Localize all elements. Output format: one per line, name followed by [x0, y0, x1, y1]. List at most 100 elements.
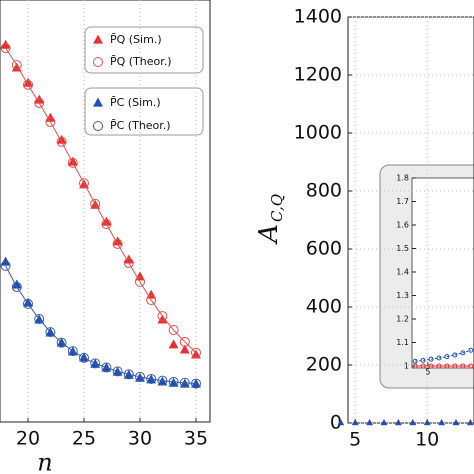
marker: [101, 219, 112, 230]
plot-frame: [0, 0, 211, 423]
legend-label: P̄Q (Sim.): [110, 33, 162, 46]
marker: [351, 419, 359, 426]
inset-axes: [411, 177, 474, 369]
marker: [168, 325, 179, 336]
marker: [135, 276, 145, 287]
marker: [146, 295, 157, 306]
marker: [101, 216, 112, 226]
marker: [0, 260, 11, 271]
legend-box: [84, 26, 204, 74]
x-tick-label: 5: [425, 368, 430, 377]
marker: [337, 419, 345, 426]
marker: [93, 121, 103, 131]
x-tick-label: 5: [349, 429, 361, 451]
y-tick-label: 1: [404, 362, 409, 371]
x-tick-label: 10: [415, 429, 439, 451]
marker: [146, 373, 157, 384]
marker: [366, 419, 373, 426]
y-tick-label: 1.8: [396, 174, 409, 183]
marker: [34, 94, 45, 104]
y-tick-label: 0: [330, 412, 342, 434]
y-tick-label: 600: [306, 238, 342, 260]
y-axis-label: A: [254, 224, 284, 245]
marker: [168, 376, 179, 387]
y-tick-label: 200: [306, 354, 342, 376]
marker: [179, 377, 190, 388]
marker: [0, 39, 11, 49]
marker: [23, 298, 33, 309]
legend-label: P̄Q (Theor.): [110, 55, 172, 68]
marker: [112, 236, 123, 246]
marker: [79, 352, 89, 363]
marker: [112, 366, 123, 377]
marker: [157, 311, 168, 322]
y-tick-label: 1.6: [396, 221, 409, 230]
marker: [79, 178, 89, 189]
y-axis-label: A C,Q: [254, 194, 286, 245]
marker: [468, 347, 474, 353]
marker: [11, 59, 22, 70]
marker: [23, 297, 33, 307]
marker: [191, 378, 201, 389]
y-tick-label: 1.1: [396, 338, 409, 347]
marker: [428, 363, 434, 369]
marker: [112, 238, 123, 249]
marker: [67, 156, 78, 166]
y-tick-label: 1200: [294, 64, 342, 86]
marker: [468, 363, 474, 369]
marker: [436, 355, 442, 361]
marker: [395, 419, 402, 426]
marker: [123, 369, 134, 380]
marker: [452, 363, 458, 369]
marker: [157, 314, 168, 324]
marker: [90, 198, 101, 209]
marker: [420, 363, 426, 369]
marker: [34, 314, 45, 325]
marker: [423, 419, 431, 426]
y-axis-label-sub: C,Q: [268, 194, 286, 222]
y-tick-label: 1.2: [396, 315, 409, 324]
y-tick-label: 800: [306, 180, 342, 202]
marker: [34, 97, 45, 108]
marker: [67, 157, 78, 168]
x-tick-label: 20: [16, 428, 40, 450]
marker: [460, 350, 466, 356]
marker: [420, 357, 426, 363]
marker: [45, 327, 56, 338]
x-axis-label: n: [37, 449, 52, 474]
marker: [436, 363, 442, 369]
marker: [179, 344, 190, 354]
marker: [452, 419, 460, 426]
marker: [191, 347, 201, 358]
marker: [428, 356, 434, 362]
marker: [56, 337, 67, 348]
y-tick-label: 1.3: [396, 291, 409, 300]
marker: [56, 134, 67, 144]
marker: [452, 352, 458, 358]
marker: [412, 363, 418, 369]
marker: [438, 419, 445, 426]
marker: [467, 419, 474, 426]
marker: [168, 339, 179, 349]
y-tick-label: 1000: [294, 122, 342, 144]
marker: [0, 43, 11, 54]
y-tick-label: 400: [306, 296, 342, 318]
marker: [412, 358, 418, 364]
y-tick-label: 1.4: [396, 268, 409, 277]
marker: [45, 116, 56, 127]
marker: [460, 363, 466, 369]
marker: [93, 34, 103, 44]
marker: [93, 97, 103, 107]
legend-label: P̄C (Theor.): [110, 119, 171, 132]
x-tick-label: 25: [72, 428, 96, 450]
marker: [67, 346, 78, 357]
legend-box: [84, 87, 204, 136]
series-line: [415, 349, 471, 362]
marker: [56, 136, 67, 147]
x-tick-label: 35: [184, 428, 208, 450]
legend-label: P̄C (Sim.): [110, 96, 161, 109]
marker: [409, 419, 417, 426]
series-line: [5, 47, 197, 354]
marker: [23, 77, 33, 87]
